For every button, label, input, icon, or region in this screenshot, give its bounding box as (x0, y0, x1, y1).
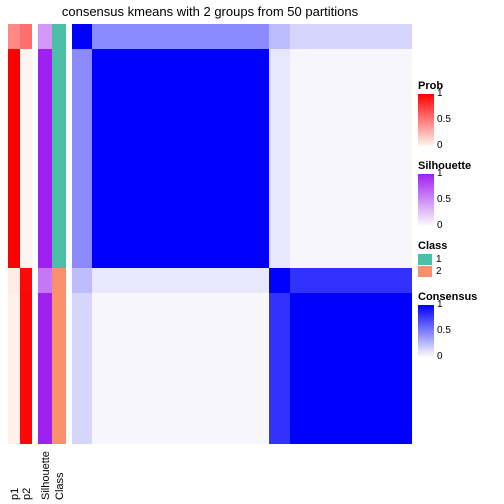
anno-col-p1 (8, 24, 20, 444)
gradient-tick: 0.5 (437, 195, 451, 205)
gradient-bar (418, 305, 434, 357)
heatmap-cell (290, 49, 412, 99)
anno-cell (8, 24, 20, 49)
anno-cell (38, 293, 52, 444)
heatmap-row (72, 293, 412, 444)
col-label-p2: p2 (21, 488, 33, 500)
heatmap-cell (269, 24, 289, 49)
heatmap-cell (269, 268, 289, 293)
anno-cell (52, 100, 66, 268)
heatmap-cell (92, 100, 133, 268)
anno-cell (20, 24, 32, 49)
anno-cell (52, 293, 66, 444)
gradient-tick: 0 (437, 141, 443, 151)
anno-cell (38, 24, 52, 49)
heatmap-cell (133, 24, 269, 49)
gradient-tick: 0.5 (437, 115, 451, 125)
heatmap-cell (269, 100, 289, 268)
consensus-heatmap (72, 24, 412, 444)
heatmap-cell (92, 268, 133, 293)
gradient-tick: 1 (437, 169, 443, 179)
plot-area (8, 24, 412, 444)
heatmap-row (72, 24, 412, 49)
anno-cell (38, 100, 52, 268)
anno-cell (38, 268, 52, 293)
heatmap-cell (290, 268, 412, 293)
heatmap-row (72, 49, 412, 99)
heatmap-cell (72, 293, 92, 444)
heatmap-cell (72, 100, 92, 268)
heatmap-cell (133, 268, 269, 293)
heatmap-cell (133, 100, 269, 268)
col-label-silhouette: Silhouette (40, 451, 52, 500)
legend-item: 2 (418, 266, 502, 277)
heatmap-row (72, 100, 412, 268)
legend-consensus: Consensus00.51 (418, 291, 502, 357)
heatmap-cell (290, 293, 412, 444)
gradient-tick: 0 (437, 221, 443, 231)
heatmap-cell (290, 100, 412, 268)
col-label-p1: p1 (9, 488, 21, 500)
heatmap-cell (72, 24, 92, 49)
legend-label: 1 (436, 254, 442, 265)
heatmap-cell (72, 49, 92, 99)
anno-cell (20, 293, 32, 444)
heatmap-cell (92, 49, 133, 99)
anno-cell (8, 100, 20, 268)
anno-cell (8, 293, 20, 444)
anno-cell (20, 268, 32, 293)
gradient-tick: 0 (437, 352, 443, 362)
legend-swatch (418, 266, 432, 277)
anno-cell (8, 49, 20, 99)
gradient-bar (418, 174, 434, 226)
heatmap-cell (72, 268, 92, 293)
heatmap-row (72, 268, 412, 293)
legend-silhouette: Silhouette00.51 (418, 160, 502, 226)
heatmap-cell (269, 293, 289, 444)
anno-cell (52, 24, 66, 49)
legend-swatch (418, 254, 432, 265)
anno-cell (20, 100, 32, 268)
gradient-tick: 1 (437, 300, 443, 310)
legend-prob: Prob00.51 (418, 80, 502, 146)
gradient-tick: 1 (437, 89, 443, 99)
col-label-class: Class (54, 472, 66, 500)
legend-class: Class 12 (418, 240, 502, 277)
heatmap-cell (92, 293, 133, 444)
anno-cell (38, 49, 52, 99)
gradient-tick: 0.5 (437, 326, 451, 336)
gradient-bar (418, 94, 434, 146)
legend-label: 2 (436, 266, 442, 277)
heatmap-cell (133, 293, 269, 444)
legends: Prob00.51Silhouette00.51Class12Consensus… (418, 80, 502, 371)
anno-col-silhouette (38, 24, 52, 444)
legend-title: Prob (418, 80, 502, 92)
legend-title: Class (418, 240, 502, 252)
legend-title: Consensus (418, 291, 502, 303)
anno-cell (20, 49, 32, 99)
anno-cell (52, 268, 66, 293)
heatmap-cell (133, 49, 269, 99)
anno-col-p2 (20, 24, 32, 444)
anno-cell (8, 268, 20, 293)
heatmap-cell (290, 24, 412, 49)
legend-item: 1 (418, 254, 502, 265)
anno-cell (52, 49, 66, 99)
chart-title: consensus kmeans with 2 groups from 50 p… (0, 4, 420, 19)
anno-col-class (52, 24, 66, 444)
heatmap-cell (92, 24, 133, 49)
legend-title: Silhouette (418, 160, 502, 172)
heatmap-cell (269, 49, 289, 99)
